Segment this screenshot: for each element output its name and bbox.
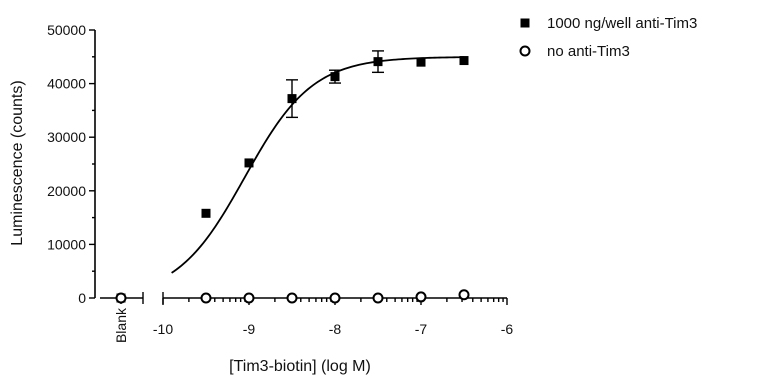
data-point <box>373 57 383 67</box>
fit-curves <box>171 56 465 274</box>
blank-point <box>115 292 127 304</box>
data-point <box>286 292 298 304</box>
blank-label: Blank <box>113 307 129 343</box>
data-point <box>416 57 426 67</box>
legend-marker <box>519 45 531 57</box>
y-axis: 0 10000 20000 30000 40000 50000 <box>47 22 96 306</box>
y-tick-label: 20000 <box>47 183 86 199</box>
x-axis-title: [Tim3-biotin] (log M) <box>229 358 371 375</box>
x-tick-label: -8 <box>329 321 342 337</box>
y-tick-label: 40000 <box>47 76 86 92</box>
data-point <box>415 291 427 303</box>
data-point <box>372 292 384 304</box>
data-point <box>244 158 254 168</box>
y-tick-label: 30000 <box>47 129 86 145</box>
x-tick-label: -7 <box>415 321 428 337</box>
x-tick-label: -9 <box>243 321 256 337</box>
fit-curve <box>171 56 465 274</box>
data-point <box>459 56 469 66</box>
data-points <box>115 56 470 304</box>
error-bars <box>286 50 384 119</box>
data-point <box>458 289 470 301</box>
x-tick-label: -6 <box>501 321 514 337</box>
y-axis-title: Luminescence (counts) <box>9 80 26 245</box>
y-tick-label: 50000 <box>47 22 86 38</box>
legend-label: no anti-Tim3 <box>547 43 630 60</box>
data-point <box>287 94 297 104</box>
data-point <box>330 72 340 82</box>
y-tick-label: 10000 <box>47 236 86 252</box>
legend-marker <box>520 18 530 28</box>
data-point <box>329 292 341 304</box>
data-point <box>200 292 212 304</box>
x-tick-label: -10 <box>153 321 173 337</box>
y-tick-label: 0 <box>78 290 86 306</box>
legend: 1000 ng/well anti-Tim3 no anti-Tim3 <box>519 15 697 60</box>
legend-label: 1000 ng/well anti-Tim3 <box>547 15 697 32</box>
data-point <box>201 208 211 218</box>
x-axis: Blank -10 -9 -8 -7 -6 <box>100 292 513 343</box>
data-point <box>243 292 255 304</box>
